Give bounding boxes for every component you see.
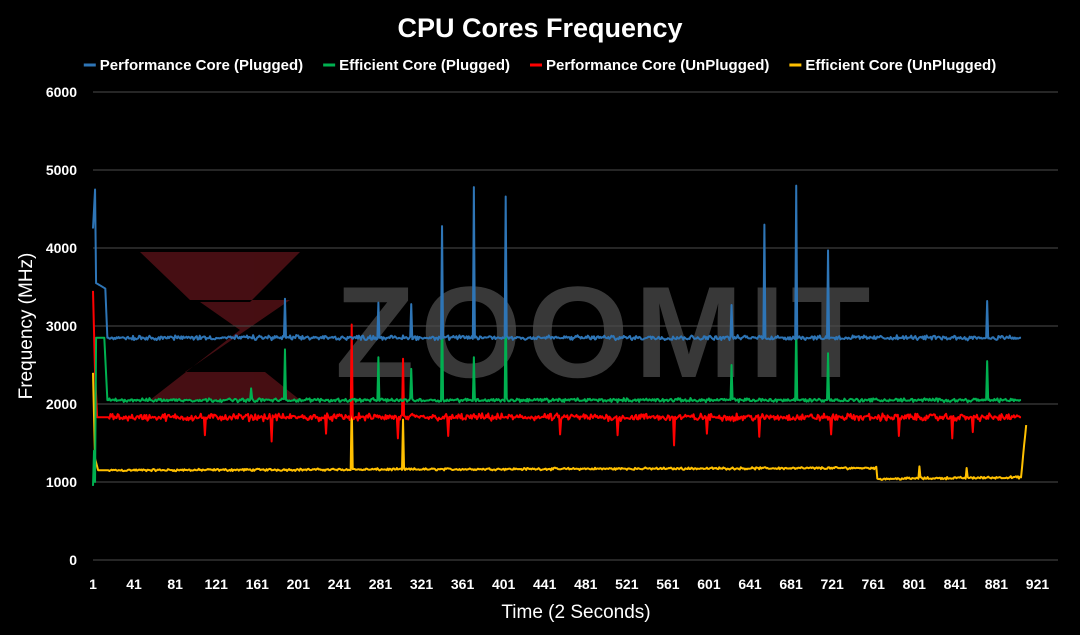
x-tick-label: 161 [246,576,270,592]
x-tick-label: 921 [1026,576,1050,592]
chart-title: CPU Cores Frequency [397,13,682,43]
legend-label: Efficient Core (Plugged) [339,57,510,74]
gridlines [93,91,1058,561]
x-tick-label: 241 [328,576,352,592]
x-tick-label: 481 [574,576,598,592]
y-tick-label: 6000 [46,84,77,100]
legend-item: Performance Core (Plugged) [83,57,303,74]
legend-item: Efficient Core (UnPlugged) [789,57,996,74]
watermark-logo-mark [140,252,300,400]
series-line [92,372,1028,481]
x-tick-label: 681 [779,576,803,592]
legend: Performance Core (Plugged) Efficient Core… [83,57,996,74]
x-tick-label: 521 [615,576,639,592]
x-tick-label: 841 [944,576,968,592]
x-tick-label: 201 [287,576,311,592]
x-axis-ticks: 1 41 81 121 161 201 241 281 321 361 401 441 481 521 56… [89,576,1049,592]
legend-item: Performance Core (UnPlugged) [530,57,769,74]
watermark: ZOOMIT [140,252,876,405]
x-tick-label: 761 [862,576,886,592]
series-line [92,184,1022,342]
x-tick-label: 401 [492,576,516,592]
series-line [92,290,1022,447]
x-tick-label: 321 [410,576,434,592]
x-tick-label: 1 [89,576,97,592]
y-tick-label: 3000 [46,318,77,334]
y-axis-ticks: 0 1000 2000 3000 4000 5000 6000 [46,84,77,568]
x-tick-label: 41 [126,576,142,592]
series-line [92,293,1022,486]
x-tick-label: 441 [533,576,557,592]
legend-label: Efficient Core (UnPlugged) [805,57,996,74]
y-tick-label: 2000 [46,396,77,412]
x-tick-label: 881 [985,576,1009,592]
series-lines [92,184,1028,486]
legend-label: Performance Core (Plugged) [100,57,303,74]
x-tick-label: 641 [738,576,762,592]
x-axis-label: Time (2 Seconds) [501,602,650,623]
y-tick-label: 0 [69,552,77,568]
y-tick-label: 1000 [46,474,77,490]
x-tick-label: 801 [903,576,927,592]
x-tick-label: 561 [656,576,680,592]
x-tick-label: 721 [820,576,844,592]
y-axis-label: Frequency (MHz) [16,253,37,400]
y-tick-label: 4000 [46,240,77,256]
legend-label: Performance Core (UnPlugged) [546,57,769,74]
x-tick-label: 361 [451,576,475,592]
legend-item: Efficient Core (Plugged) [323,57,510,74]
watermark-text: ZOOMIT [335,259,876,405]
x-tick-label: 601 [697,576,721,592]
x-tick-label: 121 [205,576,229,592]
x-tick-label: 81 [167,576,183,592]
x-tick-label: 281 [369,576,393,592]
y-tick-label: 5000 [46,162,77,178]
